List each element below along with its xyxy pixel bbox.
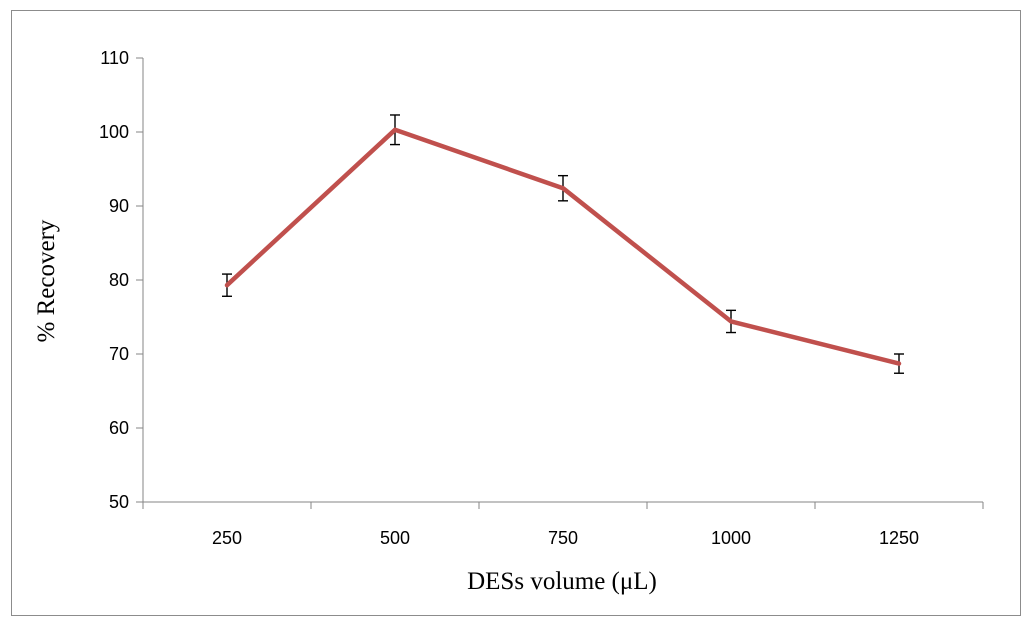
y-axis-title: % Recovery [33, 219, 60, 342]
x-tick-label: 1000 [711, 528, 751, 548]
series-lines [224, 127, 902, 366]
y-axis-ticks: 50 60 70 80 90 100 110 [99, 48, 143, 512]
axes [142, 58, 983, 503]
x-axis-ticks: 250 500 750 1000 1250 [142, 502, 984, 548]
series-line [224, 127, 902, 366]
x-tick-label: 750 [548, 528, 578, 548]
x-tick-label: 1250 [879, 528, 919, 548]
x-tick-label: 500 [380, 528, 410, 548]
x-tick-label: 250 [212, 528, 242, 548]
x-axis-title: DESs volume (μL) [467, 568, 657, 595]
y-tick-label: 80 [109, 270, 129, 290]
chart-frame [11, 10, 1021, 616]
y-tick-label: 70 [109, 344, 129, 364]
y-tick-label: 110 [100, 48, 129, 68]
y-tick-label: 90 [109, 196, 129, 216]
y-tick-label: 100 [99, 122, 129, 142]
y-tick-label: 50 [109, 492, 129, 512]
error-bars [222, 114, 904, 374]
y-tick-label: 60 [109, 418, 129, 438]
